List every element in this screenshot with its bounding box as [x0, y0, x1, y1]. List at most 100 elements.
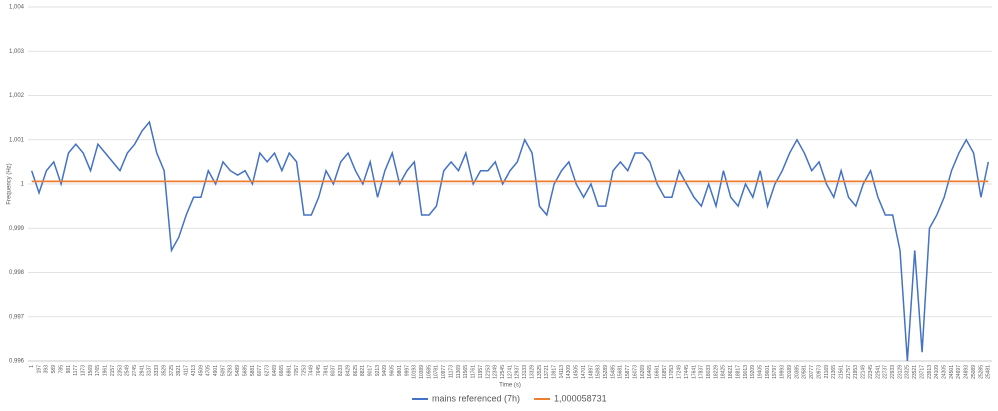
x-tick-label: 21169	[824, 365, 830, 379]
x-tick-label: 18817	[735, 365, 741, 379]
x-tick-label: 16269	[640, 365, 646, 379]
x-tick-label: 15485	[610, 365, 616, 379]
y-axis-label: Frequency (Hz)	[7, 163, 13, 204]
x-tick-label: 12937	[515, 365, 521, 379]
x-tick-label: 14505	[574, 365, 580, 379]
x-tick-label: 9017	[368, 365, 374, 376]
x-tick-label: 21757	[846, 365, 852, 379]
x-tick-label: 17249	[677, 365, 683, 379]
x-tick-label: 4117	[184, 365, 190, 376]
y-tick-label: 1	[21, 182, 25, 188]
x-tick-label: 10977	[441, 365, 447, 379]
x-tick-label: 9605	[390, 365, 396, 376]
x-tick-label: 8037	[331, 365, 337, 376]
x-tick-label: 3921	[176, 365, 182, 376]
x-tick-label: 5489	[235, 365, 241, 376]
x-tick-label: 19013	[743, 365, 749, 379]
x-tick-label: 25285	[978, 365, 984, 379]
x-tick-label: 4901	[213, 365, 219, 376]
x-tick-label: 22737	[883, 365, 889, 379]
x-tick-label: 18425	[721, 365, 727, 379]
x-tick-label: 22933	[890, 365, 896, 379]
x-tick-label: 3137	[147, 365, 153, 376]
x-tick-label: 15093	[596, 365, 602, 379]
y-tick-label: 1,003	[9, 49, 25, 55]
x-tick-label: 3725	[169, 365, 175, 376]
x-tick-label: 24501	[949, 365, 955, 379]
x-tick-label: 13721	[544, 365, 550, 379]
x-tick-label: 23129	[897, 365, 903, 379]
x-tick-label: 8429	[345, 365, 351, 376]
x-tick-label: 13917	[551, 365, 557, 379]
x-tick-label: 11957	[478, 365, 484, 379]
x-tick-label: 15877	[625, 365, 631, 379]
x-tick-label: 13329	[529, 365, 535, 379]
x-tick-label: 7253	[301, 365, 307, 376]
x-tick-label: 589	[51, 365, 57, 374]
x-tick-label: 393	[44, 365, 50, 374]
x-tick-label: 2745	[132, 365, 138, 376]
x-tick-label: 2549	[125, 365, 131, 376]
legend-label: 1,000058731	[554, 393, 607, 403]
x-tick-label: 5097	[220, 365, 226, 376]
x-tick-label: 8821	[360, 365, 366, 376]
series-line	[30, 120, 990, 362]
x-tick-label: 14701	[581, 365, 587, 379]
x-tick-label: 18621	[728, 365, 734, 379]
x-tick-label: 3529	[161, 365, 167, 376]
x-tick-label: 10585	[426, 365, 432, 379]
x-tick-label: 19405	[758, 365, 764, 379]
x-tick-label: 4705	[206, 365, 212, 376]
x-tick-label: 14113	[559, 365, 565, 379]
x-tick-label: 5685	[242, 365, 248, 376]
x-tick-label: 197	[36, 365, 42, 374]
x-tick-label: 23325	[905, 365, 911, 379]
x-tick-label: 9213	[375, 365, 381, 376]
x-tick-label: 19209	[750, 365, 756, 379]
y-tick-label: 0,996	[9, 359, 25, 365]
y-tick-label: 1,004	[9, 5, 25, 11]
x-tick-label: 15681	[618, 365, 624, 379]
x-tick-label: 21365	[831, 365, 837, 379]
x-tick-label: 19601	[765, 365, 771, 379]
x-tick-label: 25481	[986, 365, 992, 379]
x-tick-label: 13525	[537, 365, 543, 379]
x-tick-label: 12741	[507, 365, 513, 379]
x-tick-label: 11173	[448, 365, 454, 378]
x-tick-label: 25089	[971, 365, 977, 379]
x-tick-label: 10781	[434, 365, 440, 379]
x-tick-label: 9409	[382, 365, 388, 376]
x-tick-label: 2157	[110, 365, 116, 376]
x-tick-label: 10193	[412, 365, 418, 379]
x-tick-label: 1	[29, 365, 35, 368]
x-tick-label: 4313	[191, 365, 197, 376]
x-tick-label: 11369	[456, 365, 462, 379]
y-tick-label: 0,998	[9, 270, 25, 276]
x-tick-label: 17445	[684, 365, 690, 379]
x-tick-label: 6469	[272, 365, 278, 376]
x-tick-label: 6665	[279, 365, 285, 376]
x-tick-label: 24893	[964, 365, 970, 379]
x-tick-label: 981	[66, 365, 72, 374]
x-tick-label: 19993	[780, 365, 786, 379]
y-tick-label: 0,997	[9, 314, 25, 320]
x-tick-label: 20189	[787, 365, 793, 379]
x-tick-label: 1373	[81, 365, 87, 376]
x-tick-label: 6273	[264, 365, 270, 376]
x-tick-label: 1569	[88, 365, 94, 376]
x-tick-label: 9997	[404, 365, 410, 376]
x-tick-label: 5881	[250, 365, 256, 376]
x-tick-label: 23913	[927, 365, 933, 379]
x-tick-label: 3333	[154, 365, 160, 376]
x-tick-label: 21953	[853, 365, 859, 379]
x-tick-label: 1177	[73, 365, 79, 376]
x-tick-label: 1765	[95, 365, 101, 376]
x-tick-label: 19797	[772, 365, 778, 379]
x-tick-label: 21561	[838, 365, 844, 379]
x-tick-label: 22541	[875, 365, 881, 379]
x-tick-label: 6077	[257, 365, 263, 376]
x-tick-label: 24305	[941, 365, 947, 379]
x-tick-label: 24697	[956, 365, 962, 379]
x-tick-label: 20581	[802, 365, 808, 379]
x-tick-label: 16073	[632, 365, 638, 379]
